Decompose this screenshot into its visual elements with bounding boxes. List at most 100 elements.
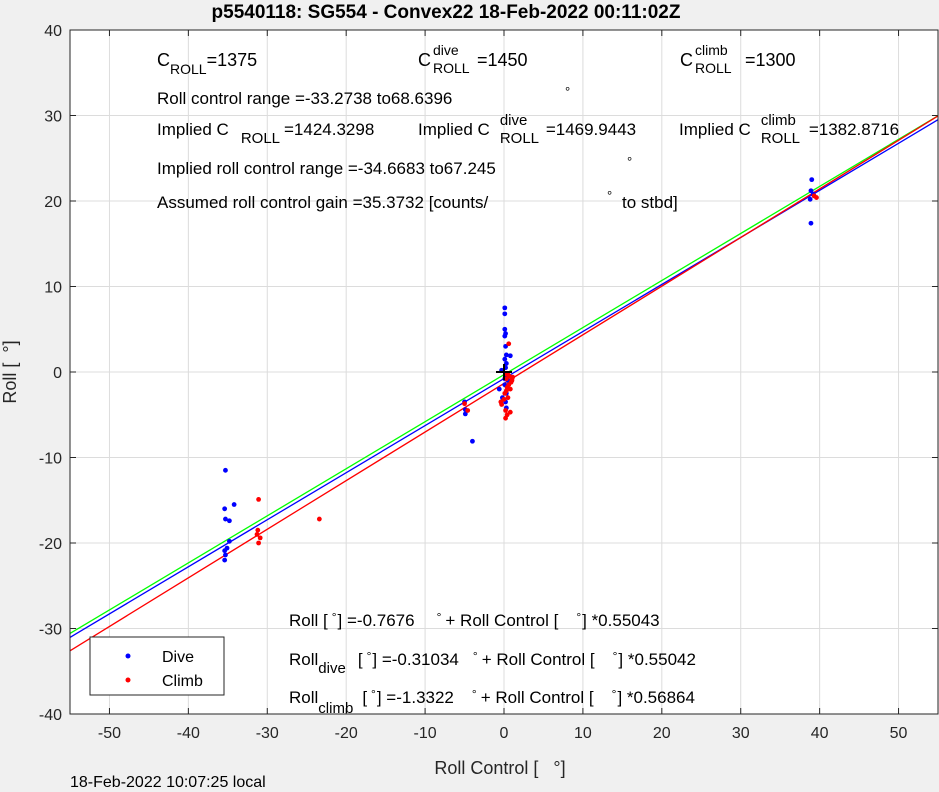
- assumed-gain-degree: °: [607, 188, 613, 203]
- point-dive: [809, 177, 815, 183]
- point-dive: [808, 188, 814, 194]
- c-roll-dive-sub: ROLL: [433, 60, 470, 76]
- c-roll-climb-letter: C: [680, 50, 693, 70]
- c-roll-label: CROLL=1375: [157, 50, 258, 77]
- eq-climb-part5: ] *0.56864: [617, 688, 695, 707]
- eq-climb-deg2: °: [471, 687, 477, 701]
- implied-c-text: Implied C: [157, 120, 229, 139]
- implied-c-dive-sup: dive: [499, 112, 528, 129]
- implied-c-climb: Implied C climb ROLL =1382.8716: [679, 112, 900, 147]
- point-climb: [257, 535, 263, 541]
- eq-all-part2: ] =-0.7676: [337, 611, 415, 630]
- x-axis-label: Roll Control [ °]: [434, 758, 565, 778]
- eq-dive-deg2: °: [472, 649, 478, 663]
- point-climb: [505, 395, 511, 401]
- y-tick-label: 10: [44, 280, 62, 297]
- point-dive: [502, 356, 508, 362]
- y-tick-label: -40: [39, 707, 62, 724]
- point-dive: [807, 196, 813, 202]
- point-dive: [502, 326, 508, 332]
- plot-frame: [69, 29, 939, 715]
- y-tick-label: -30: [39, 622, 62, 639]
- point-dive: [462, 411, 468, 417]
- point-climb: [256, 540, 261, 546]
- c-roll-value: =1375: [206, 50, 258, 70]
- point-climb: [256, 496, 261, 502]
- assumed-gain-end: to stbd]: [622, 193, 678, 212]
- eq-all-deg3: °: [576, 610, 582, 624]
- y-tick-label: 0: [53, 365, 62, 382]
- roll-control-range-degree: °: [565, 84, 571, 99]
- point-climb: [507, 409, 513, 415]
- implied-c-value: =1424.3298: [284, 120, 375, 139]
- point-dive: [507, 353, 513, 359]
- point-dive: [502, 311, 508, 317]
- assumed-gain: Assumed roll control gain =35.3732 [coun…: [157, 193, 488, 213]
- y-tick-label: 40: [44, 23, 62, 40]
- center-marker: [496, 364, 512, 380]
- eq-all-part1: Roll [: [289, 611, 328, 630]
- x-tick-label: -50: [98, 725, 121, 742]
- point-climb: [503, 408, 508, 413]
- ticks: -50 -40 -30 -20 -10 0 10 20 30 40 50 -40 -30 -20 -10 0 1…: [39, 23, 938, 742]
- point-climb: [506, 341, 512, 347]
- c-roll-sub: ROLL: [170, 61, 207, 77]
- eq-climb-part3: ] =-1.3322: [376, 688, 454, 707]
- implied-c-roll: Implied C ROLL =1424.3298: [157, 120, 374, 147]
- point-dive: [226, 538, 232, 544]
- assumed-gain-text: Assumed roll control gain =35.3732 [coun…: [157, 193, 489, 212]
- eq-climb-deg3: °: [611, 687, 617, 701]
- eq-dive-deg3: °: [612, 649, 618, 663]
- c-roll-dive-sup: dive: [433, 42, 459, 58]
- x-tick-label: 20: [653, 725, 671, 742]
- implied-c-climb-value: =1382.8716: [808, 120, 900, 139]
- c-roll-dive-letter: C: [418, 50, 431, 70]
- eq-all-part4: ] *0.55043: [582, 611, 660, 630]
- eq-all-deg1: °: [331, 610, 337, 624]
- point-dive: [223, 516, 228, 522]
- point-climb: [509, 377, 515, 383]
- eq-all-deg2: °: [436, 610, 442, 624]
- point-climb: [465, 408, 471, 413]
- implied-c-sub: ROLL: [240, 130, 280, 147]
- x-tick-label: -40: [177, 725, 200, 742]
- eq-dive-part3: ] =-0.31034: [372, 650, 459, 669]
- point-climb: [507, 373, 512, 379]
- point-dive: [503, 361, 509, 366]
- eq-dive-part1: Roll: [289, 650, 319, 669]
- legend-climb-label: Climb: [162, 673, 203, 690]
- implied-c-dive-sub: ROLL: [499, 130, 539, 147]
- implied-c-climb-text: Implied C: [679, 120, 751, 139]
- point-dive: [222, 506, 228, 512]
- point-dive: [502, 305, 508, 311]
- y-tick-label: -10: [39, 451, 62, 468]
- roll-control-range-text: Roll control range =-33.2738 to68.6396: [157, 89, 453, 108]
- eq-dive-part2: [: [357, 650, 363, 669]
- implied-roll-control-range: Implied roll control range =-34.6683 to6…: [157, 159, 496, 179]
- point-dive: [503, 352, 509, 358]
- equation-dive: Rolldive[°] =-0.31034 ° + Roll Control [°]…: [289, 649, 696, 677]
- implied-c-dive-value: =1469.9443: [545, 120, 637, 139]
- point-dive: [223, 467, 228, 473]
- legend-climb-marker: [125, 677, 131, 683]
- implied-range-text: Implied roll control range =-34.6683 to6…: [157, 159, 496, 178]
- implied-c-dive-text: Implied C: [418, 120, 490, 139]
- implied-c-climb-sup: climb: [760, 112, 796, 129]
- c-roll-climb-sub: ROLL: [695, 60, 732, 76]
- point-dive: [496, 386, 502, 392]
- y-tick-label: -20: [39, 536, 62, 553]
- c-roll-letter: C: [157, 50, 170, 70]
- legend: Dive Climb: [89, 636, 225, 696]
- eq-climb-sub: climb: [318, 700, 354, 717]
- x-tick-label: -20: [335, 725, 358, 742]
- x-tick-label: 0: [500, 725, 509, 742]
- equation-climb: Rollclimb[°] =-1.3322 ° + Roll Control [°]…: [289, 687, 695, 717]
- point-climb: [316, 516, 322, 522]
- point-climb: [462, 401, 467, 407]
- x-tick-label: 40: [811, 725, 829, 742]
- point-climb: [254, 532, 260, 537]
- implied-c-climb-sub: ROLL: [760, 130, 800, 147]
- point-climb: [498, 399, 504, 405]
- legend-dive-marker: [125, 653, 131, 659]
- legend-dive-label: Dive: [162, 649, 194, 666]
